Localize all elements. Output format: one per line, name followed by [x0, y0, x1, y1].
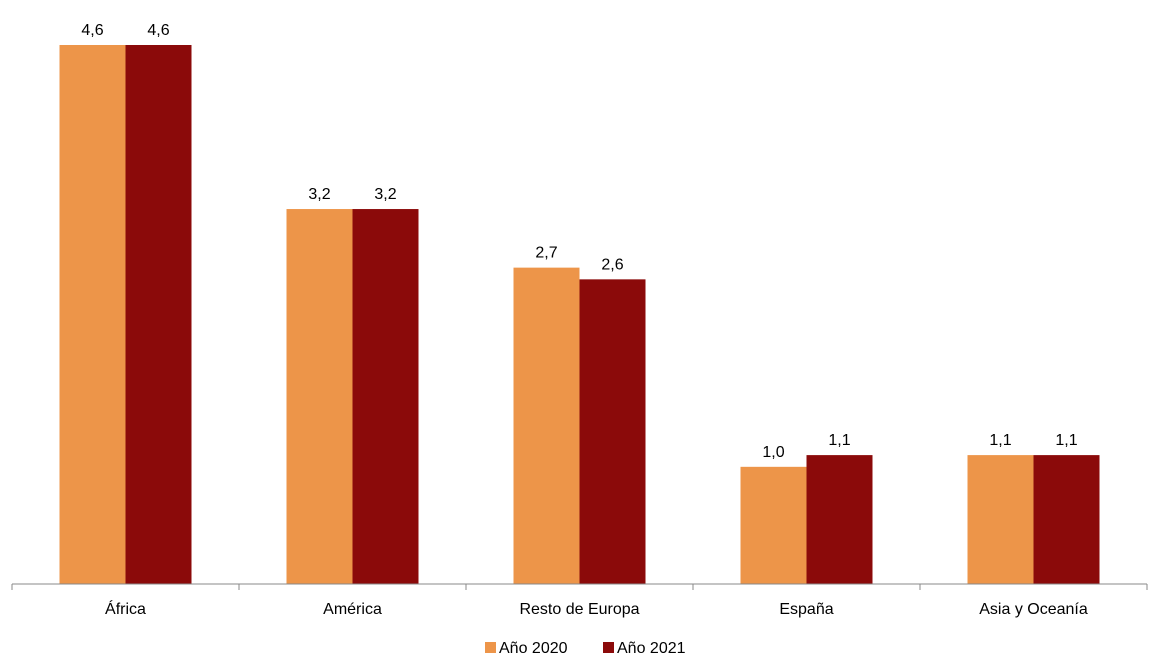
- bar-series-1-1: [286, 209, 353, 585]
- x-tick-label: Asia y Oceanía: [979, 601, 1088, 618]
- bar-series-2-1: [352, 209, 419, 585]
- data-label: 3,2: [308, 186, 330, 203]
- x-tick-label: España: [779, 601, 833, 618]
- bar-series-1-2: [513, 267, 580, 584]
- bar-series-2-3: [806, 455, 873, 584]
- bar-series-2-2: [579, 279, 646, 584]
- legend-label: Año 2021: [617, 640, 686, 657]
- legend: Año 2020 Año 2021: [485, 640, 686, 657]
- bars-layer: [59, 45, 1100, 585]
- x-tick-label: América: [323, 601, 382, 618]
- data-label: 4,6: [81, 22, 103, 39]
- data-label: 2,7: [535, 245, 557, 262]
- data-label: 1,1: [989, 432, 1011, 449]
- legend-swatch-1: [485, 642, 496, 653]
- bar-series-1-4: [967, 455, 1034, 584]
- data-label: 1,1: [828, 432, 850, 449]
- legend-swatch-2: [603, 642, 614, 653]
- data-label: 3,2: [374, 186, 396, 203]
- bar-series-1-0: [59, 45, 126, 584]
- data-label: 2,6: [601, 256, 623, 273]
- data-label: 1,0: [762, 444, 784, 461]
- bar-series-1-3: [740, 466, 807, 584]
- x-tick-label: África: [105, 599, 146, 618]
- legend-label: Año 2020: [499, 640, 568, 657]
- x-tick-label: Resto de Europa: [519, 601, 639, 618]
- data-label: 4,6: [147, 22, 169, 39]
- data-labels-layer: 4,6 4,6 3,2 3,2 2,7 2,6 1,0 1,1 1,1 1,1: [81, 22, 1077, 461]
- x-axis: África América Resto de Europa España Asia y…: [11, 583, 1148, 618]
- bar-series-2-4: [1033, 455, 1100, 584]
- data-label: 1,1: [1055, 432, 1077, 449]
- bar-series-2-0: [125, 45, 192, 584]
